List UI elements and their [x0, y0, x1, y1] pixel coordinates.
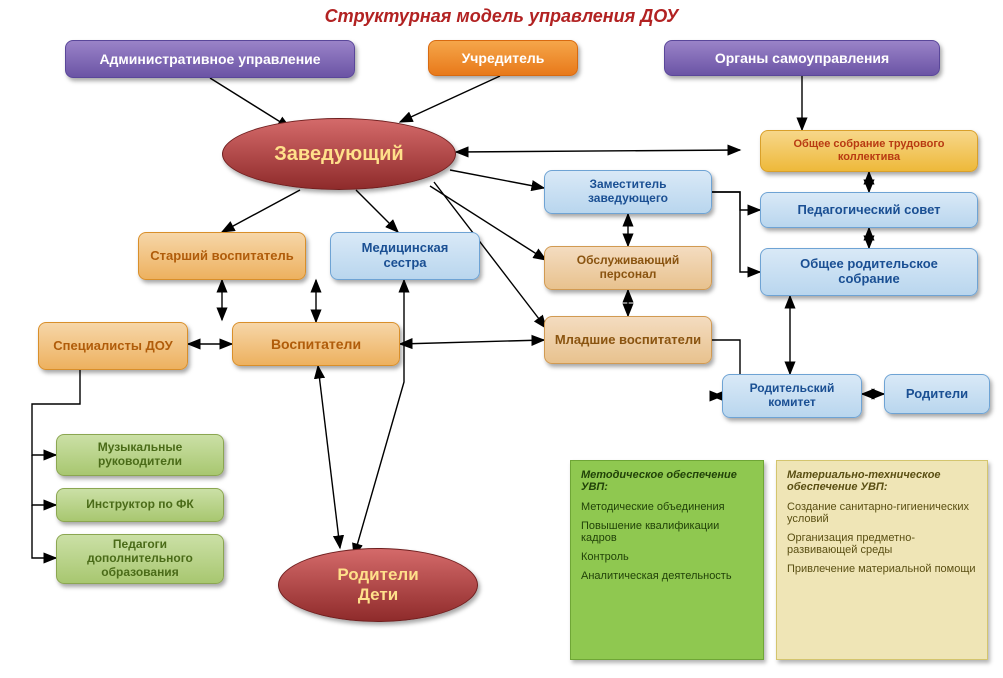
- edge-0: [210, 78, 290, 128]
- diagram-canvas: { "title":"Структурная модель управления…: [0, 0, 1003, 678]
- node-parentcom: Родительский комитет: [722, 374, 862, 418]
- node-parents: Родители Дети: [278, 548, 478, 622]
- edge-6: [450, 170, 544, 188]
- edge-13: [400, 340, 544, 344]
- infobox-item: Привлечение материальной помощи: [787, 563, 977, 575]
- node-extra: Педагоги дополнительного образования: [56, 534, 224, 584]
- diagram-title: Структурная модель управления ДОУ: [0, 6, 1003, 27]
- node-parentmeet: Общее родительское собрание: [760, 248, 978, 296]
- node-parentsright: Родители: [884, 374, 990, 414]
- edge-1: [400, 76, 500, 122]
- edge-16: [318, 366, 340, 548]
- node-director: Заведующий: [222, 118, 456, 190]
- edge-18: [32, 455, 56, 505]
- node-deputy: Заместитель заведующего: [544, 170, 712, 214]
- infobox-header: Методическое обеспечение УВП:: [581, 469, 753, 493]
- node-meeting: Общее собрание трудового коллектива: [760, 130, 978, 172]
- edge-20: [712, 192, 760, 210]
- node-senior: Старший воспитатель: [138, 232, 306, 280]
- node-music: Музыкальные руководители: [56, 434, 224, 476]
- node-service: Обслуживающий персонал: [544, 246, 712, 290]
- infobox-item: Создание санитарно-гигиенических условий: [787, 501, 977, 525]
- node-junior: Младшие воспитатели: [544, 316, 712, 364]
- edge-5: [356, 190, 398, 232]
- infobox-method: Методическое обеспечение УВП: Методически…: [570, 460, 764, 660]
- edge-19: [32, 505, 56, 558]
- infobox-item: Методические объединения: [581, 501, 753, 513]
- infobox-item: Контроль: [581, 551, 753, 563]
- infobox-header: Материально-техническое обеспечение УВП:: [787, 469, 977, 493]
- edge-2: [456, 150, 740, 152]
- node-spec: Специалисты ДОУ: [38, 322, 188, 370]
- edge-21: [712, 192, 760, 272]
- node-selfgov: Органы самоуправления: [664, 40, 940, 76]
- node-founder: Учредитель: [428, 40, 578, 76]
- infobox-item: Повышение квалификации кадров: [581, 520, 753, 544]
- infobox-item: Организация предметно-развивающей среды: [787, 532, 977, 556]
- node-fk: Инструктор по ФК: [56, 488, 224, 522]
- node-educators: Воспитатели: [232, 322, 400, 366]
- edge-4: [222, 190, 300, 232]
- node-med: Медицинская сестра: [330, 232, 480, 280]
- infobox-material: Материально-техническое обеспечение УВП:…: [776, 460, 988, 660]
- node-pedsovet: Педагогический совет: [760, 192, 978, 228]
- node-admin: Административное управление: [65, 40, 355, 78]
- infobox-item: Аналитическая деятельность: [581, 570, 753, 582]
